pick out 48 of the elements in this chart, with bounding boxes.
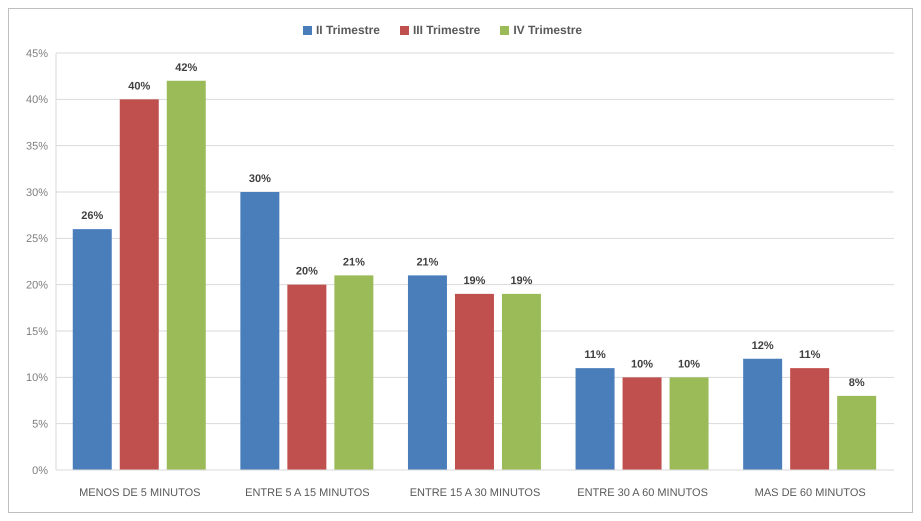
data-label: 26% (81, 210, 104, 222)
y-tick-label: 35% (26, 140, 48, 153)
bar (334, 275, 374, 470)
bar (120, 99, 159, 470)
x-tick-label: ENTRE 30 A 60 MINUTOS (577, 486, 708, 499)
data-label: 10% (631, 358, 654, 370)
bar (166, 80, 206, 470)
x-tick-label: ENTRE 15 A 30 MINUTOS (410, 486, 540, 499)
bar (837, 396, 876, 470)
y-tick-label: 30% (26, 186, 48, 199)
data-label: 19% (510, 274, 533, 287)
x-tick-label: ENTRE 5 A 15 MINUTOS (245, 486, 370, 499)
data-label: 21% (416, 256, 439, 268)
data-label: 12% (752, 340, 774, 352)
bar (502, 294, 541, 470)
data-label: 21% (342, 256, 366, 268)
legend-label: IV Trimestre (513, 23, 582, 37)
bar (454, 294, 494, 470)
legend-label: II Trimestre (316, 23, 380, 37)
y-tick-label: 10% (26, 372, 48, 384)
y-tick-label: 5% (32, 418, 48, 431)
data-label: 42% (175, 62, 198, 74)
data-label: 8% (848, 376, 865, 389)
bar (240, 192, 280, 470)
data-label: 11% (798, 349, 821, 362)
y-tick-label: 40% (26, 94, 48, 106)
bar (670, 377, 709, 470)
x-tick-label: MENOS DE 5 MINUTOS (79, 486, 201, 499)
bar (576, 368, 615, 470)
y-tick-label: 0% (32, 464, 48, 477)
legend-label: III Trimestre (412, 23, 480, 37)
bar (743, 358, 782, 470)
data-label: 40% (128, 80, 150, 92)
data-label: 30% (248, 173, 272, 185)
y-tick-label: 25% (26, 233, 48, 246)
bar (408, 275, 447, 470)
bar (72, 229, 112, 470)
data-label: 11% (584, 349, 606, 362)
data-label: 10% (678, 358, 700, 370)
data-label: 19% (463, 274, 486, 287)
y-tick-label: 45% (26, 48, 48, 60)
bar (622, 377, 662, 470)
x-tick-label: MAS DE 60 MINUTOS (754, 486, 866, 499)
bar (287, 284, 326, 470)
bar (790, 368, 830, 470)
y-tick-label: 20% (26, 280, 48, 292)
data-label: 20% (296, 266, 318, 278)
y-tick-label: 15% (26, 326, 48, 338)
